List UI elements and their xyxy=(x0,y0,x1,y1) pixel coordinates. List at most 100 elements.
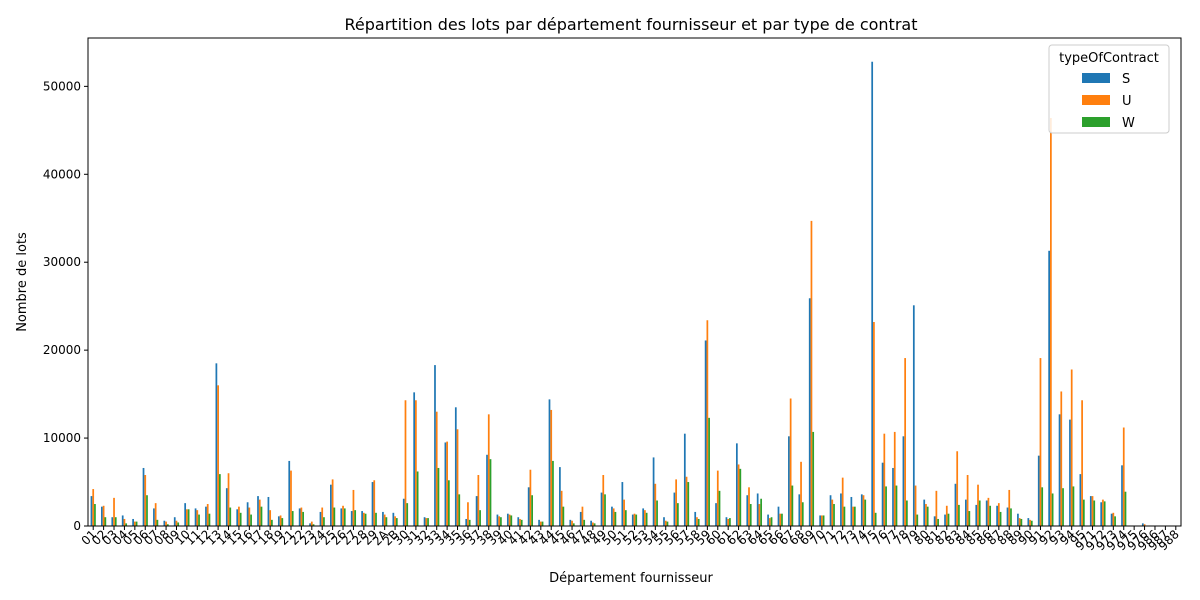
bar-U-81 xyxy=(935,490,938,526)
bar-U-44 xyxy=(550,409,553,526)
bar-U-47 xyxy=(581,506,584,526)
bar-U-90 xyxy=(1029,519,1031,526)
bar-U-82 xyxy=(945,505,948,526)
bar-W-55 xyxy=(666,521,669,526)
bar-S-40 xyxy=(506,513,509,526)
bar-S-76 xyxy=(881,462,884,526)
bar-S-83 xyxy=(954,483,957,526)
bar-S-41 xyxy=(517,517,520,526)
bar-S-73 xyxy=(850,496,853,526)
bar-S-48 xyxy=(590,520,592,526)
bar-S-17 xyxy=(257,496,259,526)
bar-U-30 xyxy=(404,400,407,526)
bar-W-67 xyxy=(791,485,794,526)
bar-S-94 xyxy=(1069,419,1071,526)
bar-U-72 xyxy=(841,477,844,526)
bar-W-15 xyxy=(239,512,242,526)
bar-U-70 xyxy=(821,515,823,526)
bar-W-30 xyxy=(406,503,409,526)
bar-S-03 xyxy=(111,517,114,526)
bar-S-56 xyxy=(673,492,676,526)
bar-S-74 xyxy=(860,494,863,526)
bar-U-86 xyxy=(987,497,990,526)
bar-S-44 xyxy=(548,399,551,526)
bar-W-94 xyxy=(1072,486,1075,526)
bar-S-973 xyxy=(1110,513,1113,526)
bar-W-89 xyxy=(1020,518,1023,526)
bar-S-47 xyxy=(579,511,582,526)
bar-S-88 xyxy=(1006,507,1009,526)
bar-W-78 xyxy=(906,500,908,526)
bar-W-34 xyxy=(448,480,450,526)
bar-W-65 xyxy=(770,517,773,526)
bar-S-38 xyxy=(486,454,488,526)
bar-S-16 xyxy=(246,502,249,526)
bar-W-25 xyxy=(333,507,336,526)
y-tick-label: 30000 xyxy=(43,255,81,269)
bar-U-66 xyxy=(779,513,782,526)
bar-S-21 xyxy=(288,460,291,526)
bar-U-88 xyxy=(1008,489,1011,526)
bar-U-78 xyxy=(904,358,907,526)
bar-S-77 xyxy=(892,467,894,526)
bar-U-24 xyxy=(321,507,324,526)
bar-U-95 xyxy=(1081,400,1083,526)
bar-U-19 xyxy=(279,515,282,526)
bar-W-36 xyxy=(468,519,471,526)
bar-S-72 xyxy=(840,493,842,526)
bar-W-47 xyxy=(583,519,586,526)
bar-W-05 xyxy=(135,521,138,526)
legend-label-S: S xyxy=(1122,72,1130,87)
bar-W-48 xyxy=(593,523,596,526)
bar-W-84 xyxy=(968,511,971,526)
legend-swatch-S xyxy=(1082,73,1110,83)
bar-U-33 xyxy=(435,411,438,526)
bar-W-77 xyxy=(895,485,898,526)
bar-S-71 xyxy=(829,495,832,526)
bar-U-40 xyxy=(508,514,511,526)
bar-U-04 xyxy=(123,518,126,526)
bar-U-87 xyxy=(997,503,1000,526)
bar-U-92 xyxy=(1050,118,1052,526)
y-axis-label: Nombre de lots xyxy=(15,232,30,332)
bar-W-43 xyxy=(541,521,544,526)
bar-U-2B xyxy=(394,516,396,526)
bar-U-65 xyxy=(768,518,771,526)
bar-U-02 xyxy=(102,505,105,526)
bar-U-23 xyxy=(310,521,313,526)
bar-S-63 xyxy=(746,495,749,526)
bar-U-59 xyxy=(706,320,709,526)
bar-U-37 xyxy=(477,475,480,526)
bar-W-72 xyxy=(843,506,846,526)
bar-W-2B xyxy=(395,518,398,526)
bar-U-2A xyxy=(383,514,386,526)
bar-S-43 xyxy=(538,519,540,526)
bar-W-49 xyxy=(604,494,606,526)
bar-W-58 xyxy=(697,518,700,526)
bar-U-57 xyxy=(685,476,688,526)
bar-U-77 xyxy=(893,431,896,526)
bar-S-60 xyxy=(715,503,717,526)
bar-U-74 xyxy=(862,495,865,526)
legend-label-U: U xyxy=(1122,94,1132,109)
bar-S-85 xyxy=(975,504,978,526)
bar-W-09 xyxy=(177,522,180,526)
bar-W-03 xyxy=(114,517,117,526)
bar-U-75 xyxy=(873,322,875,526)
bar-W-66 xyxy=(781,513,783,526)
bar-S-35 xyxy=(454,407,457,526)
bar-U-55 xyxy=(664,520,667,526)
bar-U-14 xyxy=(227,473,230,526)
bar-W-81 xyxy=(937,518,939,526)
bar-U-48 xyxy=(591,522,594,526)
bar-U-21 xyxy=(290,470,292,526)
bar-U-36 xyxy=(467,502,469,526)
bar-S-28 xyxy=(361,511,363,526)
bar-U-69 xyxy=(810,220,813,526)
bar-S-37 xyxy=(475,496,478,526)
bar-W-971 xyxy=(1093,500,1096,526)
bar-W-57 xyxy=(687,482,690,526)
bar-U-10 xyxy=(186,509,188,526)
bar-S-93 xyxy=(1058,414,1061,526)
